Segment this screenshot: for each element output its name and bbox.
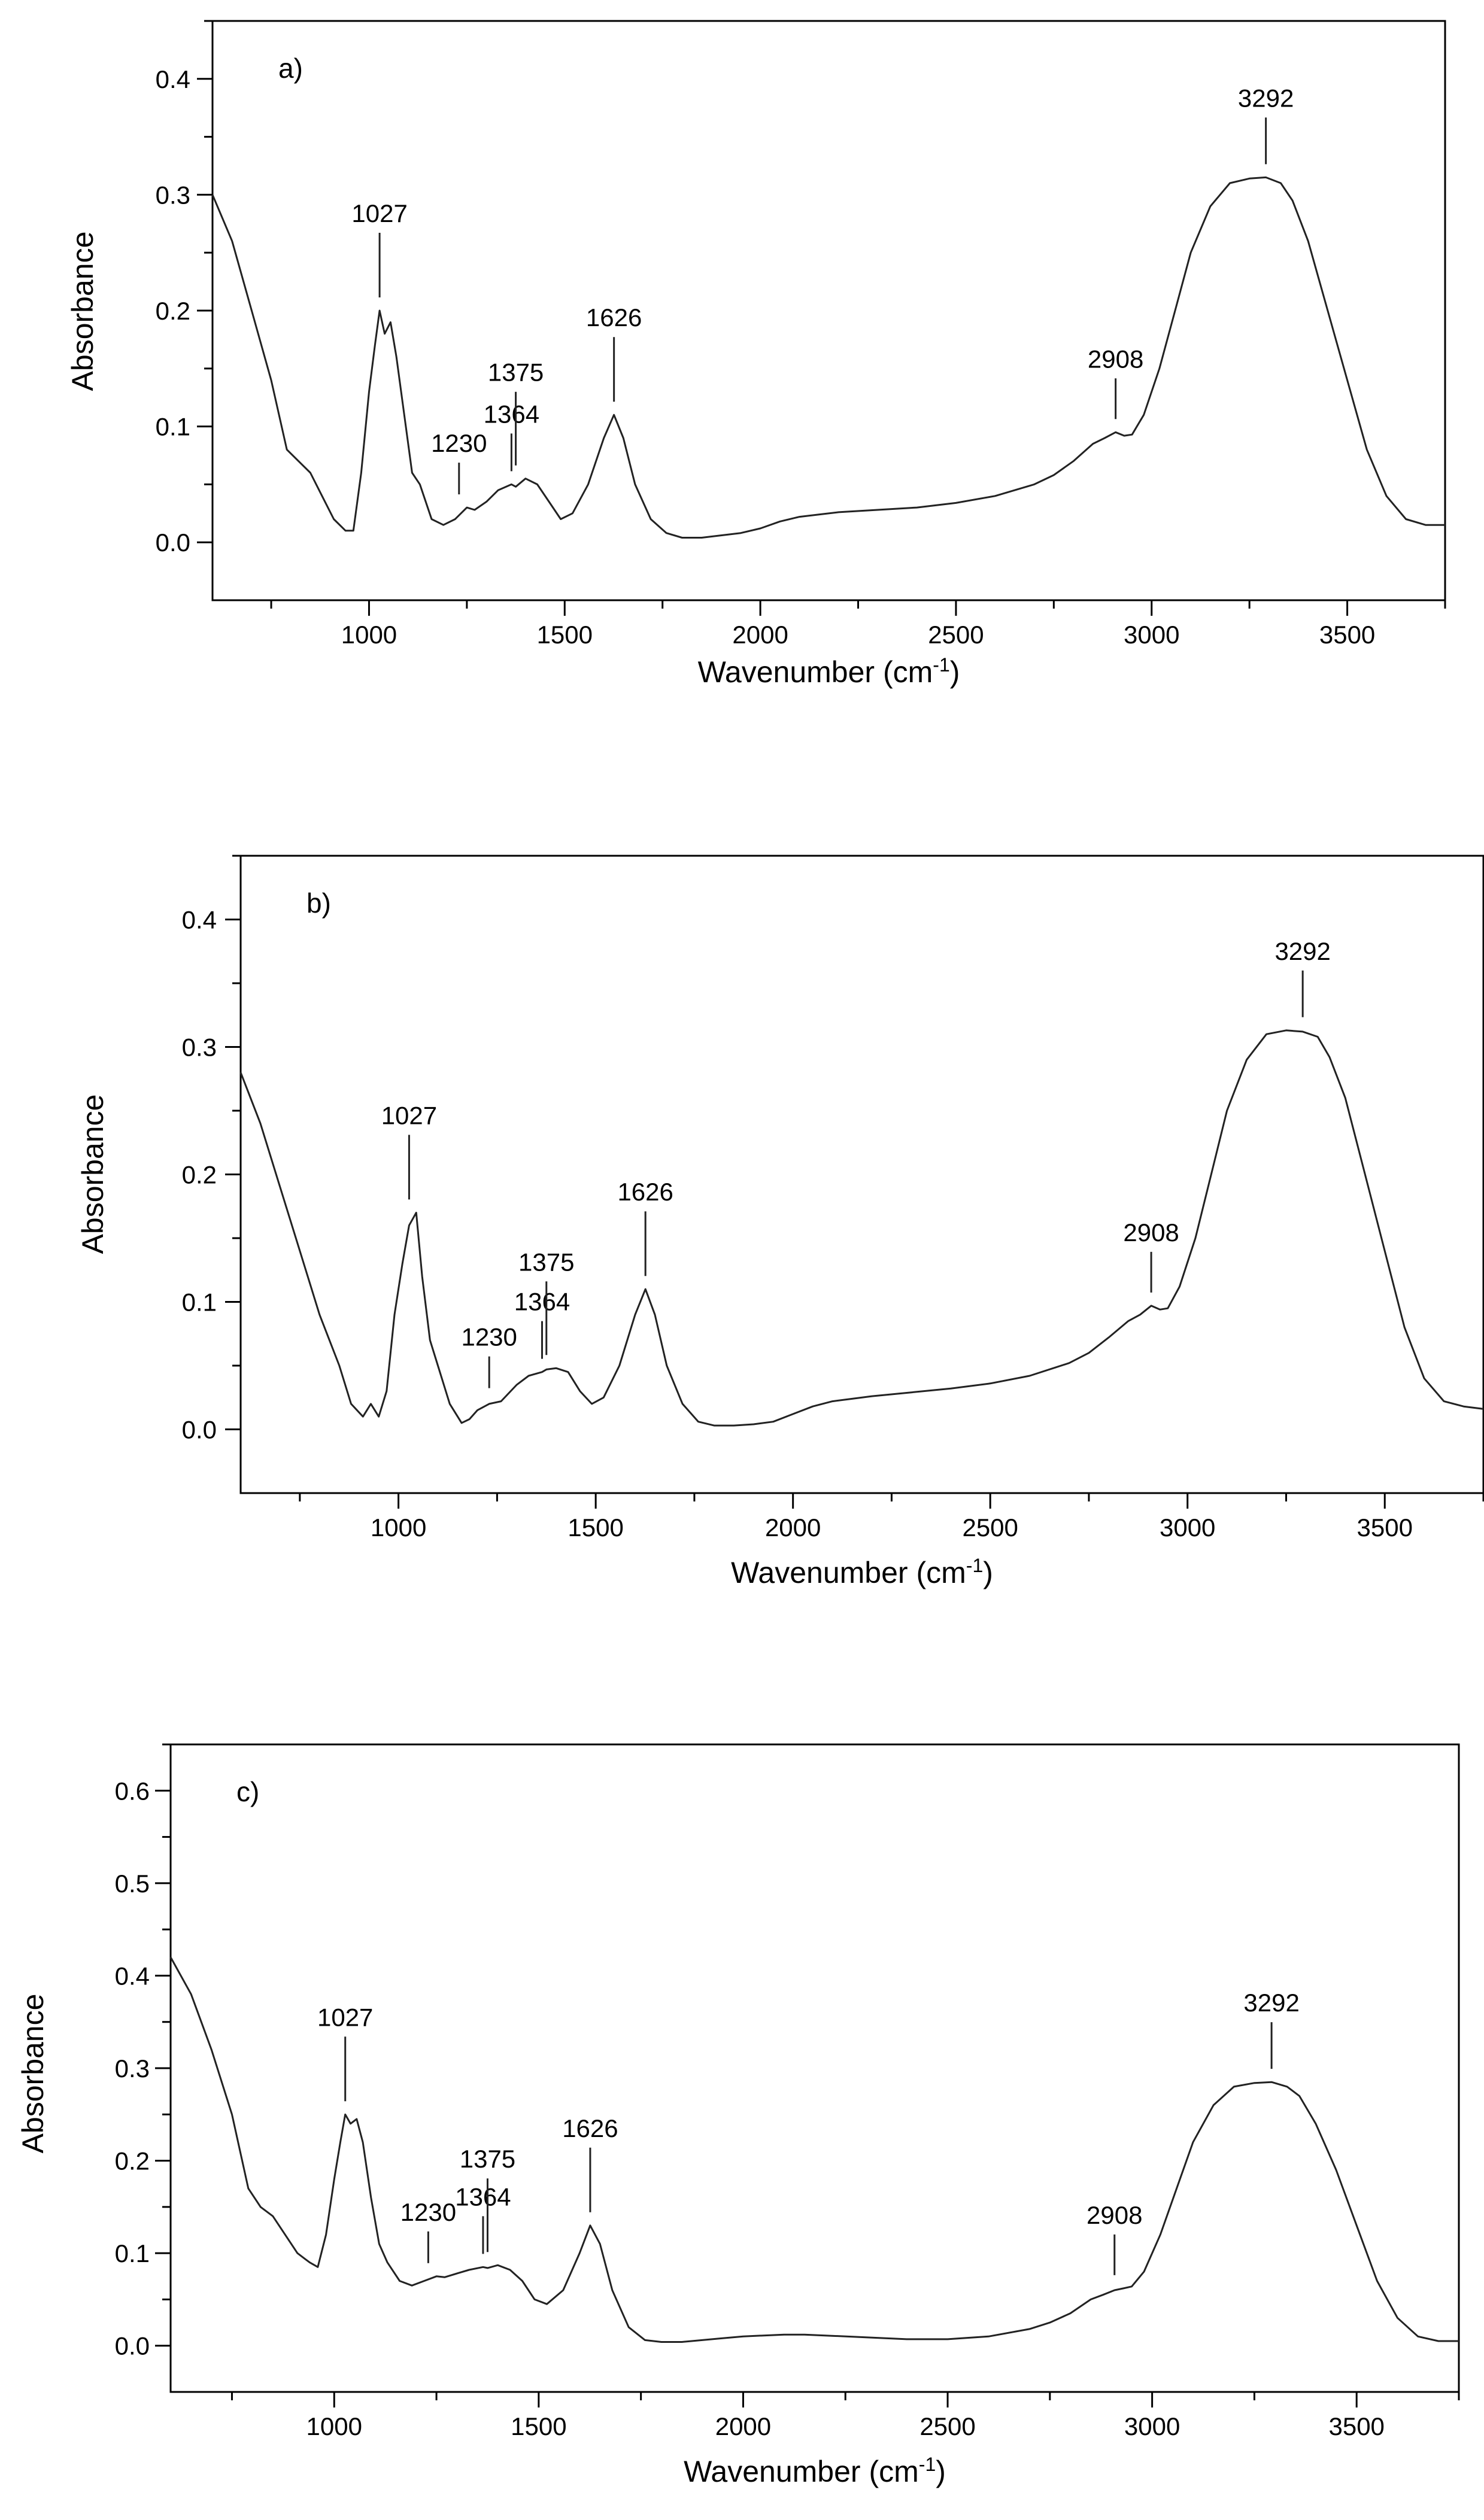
panel-label: b) — [306, 887, 331, 919]
y-axis-title: Absorbance — [16, 1994, 50, 2154]
peak-label: 3292 — [1238, 84, 1294, 112]
peak-label: 1375 — [518, 1248, 574, 1276]
y-tick-label: 0.5 — [115, 1870, 150, 1898]
panel-label: a) — [278, 53, 303, 84]
peak-label: 1375 — [488, 358, 544, 387]
y-axis-title: Absorbance — [66, 232, 99, 391]
x-tick-label: 3500 — [1357, 1513, 1413, 1542]
y-tick-label: 0.6 — [115, 1777, 150, 1805]
y-tick-label: 0.1 — [156, 413, 190, 441]
y-tick-label: 0.0 — [115, 2332, 150, 2360]
peak-label: 1230 — [431, 429, 487, 457]
x-tick-label: 3000 — [1124, 2412, 1180, 2440]
panel-label: c) — [236, 1776, 259, 1807]
x-axis-title: Wavenumber (cm-1) — [684, 2454, 946, 2488]
x-tick-label: 2500 — [919, 2412, 975, 2440]
y-tick-label: 0.4 — [115, 1962, 150, 1990]
peak-label: 1626 — [617, 1178, 673, 1206]
x-tick-label: 2000 — [715, 2412, 771, 2440]
peak-label: 1364 — [514, 1288, 570, 1316]
peak-label: 2908 — [1123, 1218, 1179, 1247]
x-axis-title: Wavenumber (cm-1) — [731, 1555, 993, 1589]
x-tick-label: 3500 — [1328, 2412, 1384, 2440]
x-tick-label: 1000 — [341, 621, 397, 649]
peak-label: 2908 — [1087, 2201, 1142, 2229]
chart-panel-b: 1000 1500 2000 2500 3000 3500 0.0 0.1 0.2 0.3 0.4 A… — [76, 855, 1484, 1589]
x-tick-label: 3500 — [1319, 621, 1375, 649]
x-tick-label: 2500 — [928, 621, 984, 649]
y-tick-label: 0.0 — [156, 528, 190, 557]
spectrum-line — [239, 1029, 1484, 1427]
peak-label: 1364 — [484, 400, 539, 428]
peak-label: 3292 — [1274, 937, 1330, 965]
x-tick-label: 2000 — [732, 621, 788, 649]
peak-label: 1027 — [317, 2003, 373, 2031]
spectrum-line — [211, 176, 1445, 539]
x-tick-label: 1000 — [371, 1513, 426, 1542]
x-tick-label: 1500 — [537, 621, 593, 649]
x-tick-label: 3000 — [1124, 621, 1179, 649]
x-tick-label: 1500 — [567, 1513, 623, 1542]
x-tick-label: 1000 — [306, 2412, 362, 2440]
chart-panel-a: 1000 1500 2000 2500 3000 3500 0.0 0.1 0.2 0.3 0.4 A… — [66, 20, 1446, 689]
y-tick-label: 0.4 — [182, 906, 217, 934]
peak-label: 1626 — [586, 303, 642, 332]
peak-label: 1027 — [381, 1101, 437, 1129]
peak-label: 1230 — [400, 2198, 456, 2226]
peak-label: 2908 — [1088, 345, 1143, 373]
peak-label: 1626 — [562, 2114, 618, 2142]
y-tick-label: 0.0 — [182, 1416, 217, 1444]
peak-label: 1364 — [455, 2182, 511, 2211]
y-tick-label: 0.3 — [115, 2054, 150, 2083]
y-tick-label: 0.2 — [182, 1161, 217, 1189]
y-tick-label: 0.2 — [115, 2147, 150, 2175]
y-tick-label: 0.1 — [115, 2239, 150, 2267]
y-tick-label: 0.1 — [182, 1288, 217, 1317]
y-axis-title: Absorbance — [76, 1095, 110, 1254]
plot-frame — [169, 1743, 1460, 2393]
peak-label: 1027 — [351, 199, 407, 227]
y-tick-label: 0.2 — [156, 297, 190, 325]
x-tick-label: 3000 — [1160, 1513, 1215, 1542]
y-tick-label: 0.4 — [156, 65, 190, 93]
peak-label: 1375 — [460, 2145, 515, 2173]
x-tick-label: 1500 — [511, 2412, 566, 2440]
chart-panel-c: 1000 1500 2000 2500 3000 3500 0.0 0.1 0.2 0.3 0.4 0… — [16, 1743, 1460, 2488]
x-tick-label: 2000 — [765, 1513, 821, 1542]
x-axis-title: Wavenumber (cm-1) — [698, 654, 960, 689]
x-tick-label: 2500 — [962, 1513, 1018, 1542]
y-tick-label: 0.3 — [182, 1033, 217, 1062]
peak-label: 1230 — [461, 1323, 517, 1351]
peak-label: 3292 — [1243, 1989, 1299, 2017]
spectrum-line — [169, 1956, 1459, 2343]
y-tick-label: 0.3 — [156, 181, 190, 209]
